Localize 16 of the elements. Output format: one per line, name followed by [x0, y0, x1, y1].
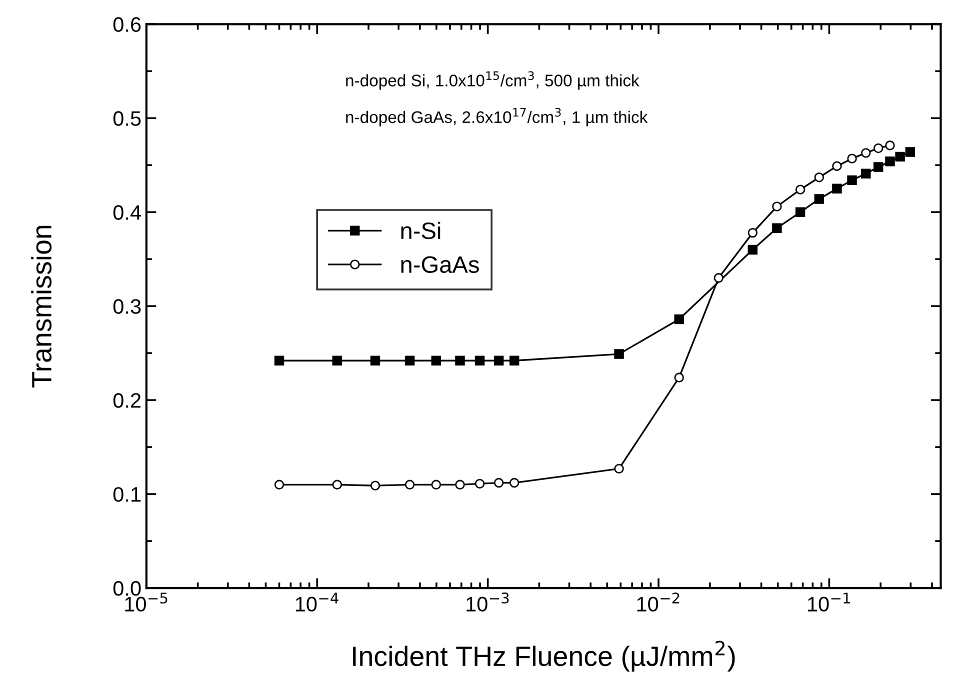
annotation: n-doped Si, 1.0x10$^{15}$/cm$^{3}$, 500 µm thick	[346, 71, 640, 90]
x-tick-label: 10$^{−1}$	[808, 592, 850, 612]
y-tick-label: 0.2	[113, 393, 141, 408]
legend-label: n-Si	[401, 222, 440, 240]
y-tick-label: 0.6	[113, 17, 141, 32]
y-tick-label: 0.5	[113, 111, 141, 126]
x-tick-label: 10$^{−2}$	[637, 592, 680, 612]
y-axis-title: Transmission	[31, 226, 52, 388]
x-tick-label: 10$^{−3}$	[466, 592, 509, 612]
y-tick-label: 0.3	[113, 299, 141, 314]
x-axis-title: Incident THz Fluence (µJ/mm$^{2}$)	[353, 640, 735, 672]
legend-label: n-GaAs	[401, 256, 479, 273]
annotation: n-doped GaAs, 2.6x10$^{17}$/cm$^{3}$, 1 µm thick	[346, 108, 648, 126]
y-tick-label: 0.1	[113, 487, 141, 502]
y-tick-label: 0.4	[113, 205, 141, 220]
x-tick-label: 10$^{−4}$	[296, 592, 338, 612]
